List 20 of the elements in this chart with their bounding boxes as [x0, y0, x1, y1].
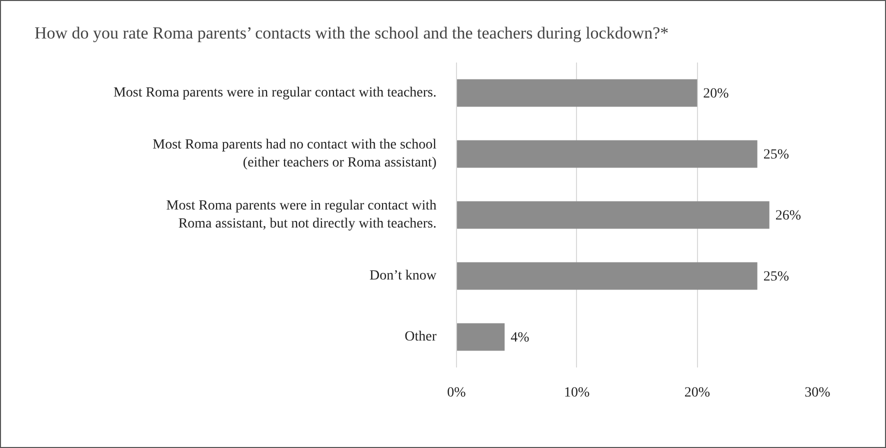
data-label: 4% [510, 330, 530, 346]
bar [456, 262, 758, 290]
x-tick-label: 10% [564, 386, 590, 400]
x-tick-label: 30% [804, 386, 831, 400]
y-tick-label: Other [404, 330, 437, 344]
bar [456, 140, 758, 168]
y-tick-label: Don’t know [369, 268, 438, 284]
y-tick-label: Most Roma parents had no contact with the school (either teachers or Roma assistant) [152, 138, 437, 170]
y-tick-label: Most Roma parents were in regular contact with Roma assistant, but not directly with teachers. [166, 198, 437, 232]
chart-title: How do you rate Roma parents’ contacts with the school and the teachers during lockdown?* [34, 24, 669, 42]
data-label: 25% [763, 270, 790, 284]
data-label: 25% [763, 148, 790, 162]
bar [456, 323, 505, 351]
x-tick-label: 0% [447, 386, 466, 400]
x-tick-label: 20% [684, 386, 710, 400]
y-tick-label: Most Roma parents were in regular contact with teachers. [113, 86, 437, 100]
data-label: 26% [775, 208, 802, 224]
data-label: 20% [703, 86, 730, 102]
bar [456, 79, 698, 107]
bar [456, 201, 770, 229]
